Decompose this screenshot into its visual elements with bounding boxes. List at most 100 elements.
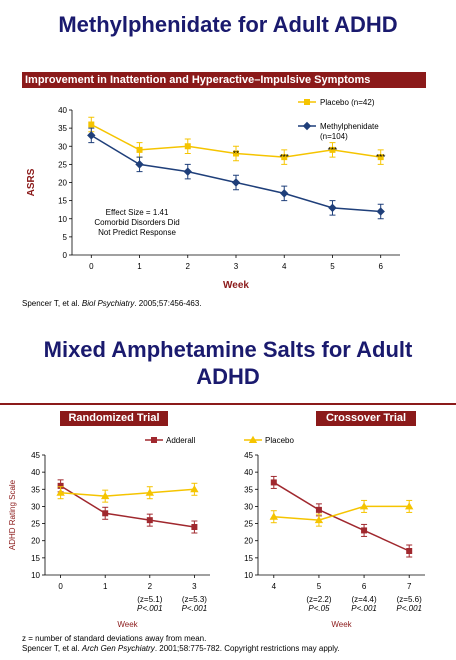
slide-title-amphetamine-line-1: Mixed Amphetamine Salts for Adult: [43, 337, 413, 362]
chart3-z-note: (z=2.2): [306, 595, 331, 604]
chart1-x-tick-label: 1: [137, 262, 142, 271]
chart1-significance-mark: **: [233, 150, 239, 159]
chart3-x-axis-label: Week: [331, 620, 352, 629]
legend-placebo-marker: [248, 435, 258, 443]
chart1-x-axis-label: Week: [223, 280, 249, 291]
chart3-y-tick-label: 15: [244, 554, 253, 563]
chart1-point-placebo-n: [377, 154, 384, 161]
chart1-y-tick-label: 5: [63, 233, 68, 242]
chart1-y-tick-label: 40: [58, 106, 67, 115]
chart3-point-adderall: [361, 527, 368, 534]
panel-label-crossover: Crossover Trial: [316, 411, 416, 426]
chart3-point-placebo: [269, 512, 278, 520]
chart1-legend-methylphenidate-marker: [302, 121, 312, 131]
slide-title-methylphenidate: Methylphenidate for Adult ADHD: [58, 12, 398, 37]
chart1-point-placebo-n: [329, 146, 336, 153]
chart3-point-adderall: [315, 506, 322, 513]
chart1-x-tick-label: 5: [330, 262, 335, 271]
chart3-y-tick-label: 40: [244, 468, 253, 477]
chart2-point-adderall: [102, 510, 109, 517]
chart2-x-tick-label: 0: [58, 582, 63, 591]
chart1-y-tick-label: 0: [63, 251, 68, 260]
chart1-point-methylphenidate-n: [183, 167, 192, 176]
slide-title-amphetamine: Mixed Amphetamine Salts for Adult ADHD: [0, 336, 456, 390]
panel-label-randomized: Randomized Trial: [60, 411, 168, 426]
chart2-y-tick-label: 40: [31, 468, 40, 477]
chart2-y-tick-label: 20: [31, 537, 40, 546]
chart2-y-axis-label: ADHD Rating Scale: [8, 479, 17, 550]
chart1-y-tick-label: 25: [58, 160, 67, 169]
chart2-y-tick-label: 25: [31, 520, 40, 529]
chart1-y-tick-label: 10: [58, 215, 67, 224]
chart1-point-placebo-n: [88, 121, 95, 128]
chart1-y-tick-label: 35: [58, 124, 67, 133]
chart2-series-adderall-line: [60, 485, 195, 528]
chart1-x-tick-label: 3: [234, 262, 239, 271]
chart3-x-tick-label: 5: [317, 582, 322, 591]
chart2-x-tick-label: 3: [192, 582, 197, 591]
chart1-legend-methylphenidate-label: Methylphenidate: [320, 122, 379, 131]
chart1-x-tick-label: 4: [282, 262, 287, 271]
chart1-point-methylphenidate-n: [376, 207, 385, 216]
chart2-z-note: (z=5.1): [137, 595, 162, 604]
chart2-y-tick-label: 15: [31, 554, 40, 563]
chart3-p-note: P<.001: [396, 604, 422, 613]
chart2-y-tick-label: 45: [31, 451, 40, 460]
chart1-point-methylphenidate-n: [87, 131, 96, 140]
chart1-point-placebo-n: [136, 146, 143, 153]
chart3-y-tick-label: 20: [244, 537, 253, 546]
chart2-point-adderall: [57, 482, 64, 489]
chart2-point-placebo: [101, 491, 110, 500]
chart1-point-placebo-n: [233, 150, 239, 157]
chart1-banner-subtitle: Improvement in Inattention and Hyperacti…: [22, 72, 426, 88]
chart3-x-tick-label: 4: [272, 582, 277, 591]
chart2-series-placebo-line: [60, 488, 195, 497]
chart1-x-tick-label: 6: [378, 262, 383, 271]
citation-amphetamine: Spencer T, et al. Arch Gen Psychiatry. 2…: [22, 644, 340, 653]
chart3-y-tick-label: 25: [244, 520, 253, 529]
chart2-point-adderall: [191, 524, 198, 530]
chart3-z-note: (z=5.6): [397, 595, 422, 604]
chart1-y-tick-label: 30: [58, 142, 67, 151]
chart2-p-note: P<.001: [182, 604, 208, 613]
chart3-y-tick-label: 10: [244, 571, 253, 580]
chart3-point-adderall: [406, 548, 413, 554]
legend-adderall-marker: [151, 437, 157, 443]
chart1-point-placebo-n: [281, 154, 288, 161]
chart1-legend-placebo-marker: [304, 99, 310, 105]
chart3-series-adderall-line: [273, 481, 410, 552]
chart1-annotation-line-1: Effect Size = 1.41: [106, 208, 169, 217]
chart3-x-tick-label: 6: [362, 582, 367, 591]
footnote-z: z = number of standard deviations away f…: [22, 634, 207, 643]
section-divider: [0, 403, 456, 405]
chart3-series-placebo-line: [273, 505, 410, 521]
chart2-y-tick-label: 10: [31, 571, 40, 580]
chart2-point-placebo: [56, 488, 65, 496]
chart3-z-note: (z=4.4): [352, 595, 377, 604]
chart3-x-tick-label: 7: [407, 582, 412, 591]
chart2-x-tick-label: 1: [103, 582, 108, 591]
chart3-y-tick-label: 45: [244, 451, 253, 460]
chart1-point-placebo-n: [184, 143, 191, 150]
chart1-y-tick-label: 15: [58, 197, 67, 206]
chart2-p-note: P<.001: [137, 604, 163, 613]
legend-adderall-label: Adderall: [166, 436, 196, 445]
chart3-p-note: P<.05: [308, 604, 330, 613]
chart1-legend-methylphenidate-label-n: (n=104): [320, 132, 348, 141]
chart1-annotation-line-2: Comorbid Disorders Did: [94, 218, 179, 227]
chart2-point-placebo: [190, 485, 199, 493]
chart3-point-placebo: [359, 502, 369, 510]
chart2-x-tick-label: 2: [148, 582, 153, 591]
chart2-x-axis-label: Week: [117, 620, 138, 629]
chart1-legend-placebo-label: Placebo (n=42): [320, 98, 375, 107]
chart1-x-tick-label: 2: [186, 262, 191, 271]
chart1-annotation-line-3: Not Predict Response: [98, 228, 176, 237]
chart3-y-tick-label: 35: [244, 485, 253, 494]
chart1-significance-mark: ***: [280, 153, 289, 162]
chart1-point-methylphenidate-n: [231, 178, 241, 187]
chart2-z-note: (z=5.3): [182, 595, 207, 604]
chart3-p-note: P<.001: [351, 604, 377, 613]
chart3-y-tick-label: 30: [244, 502, 253, 511]
chart1-x-tick-label: 0: [89, 262, 94, 271]
slide-title-amphetamine-line-2: ADHD: [196, 364, 260, 389]
